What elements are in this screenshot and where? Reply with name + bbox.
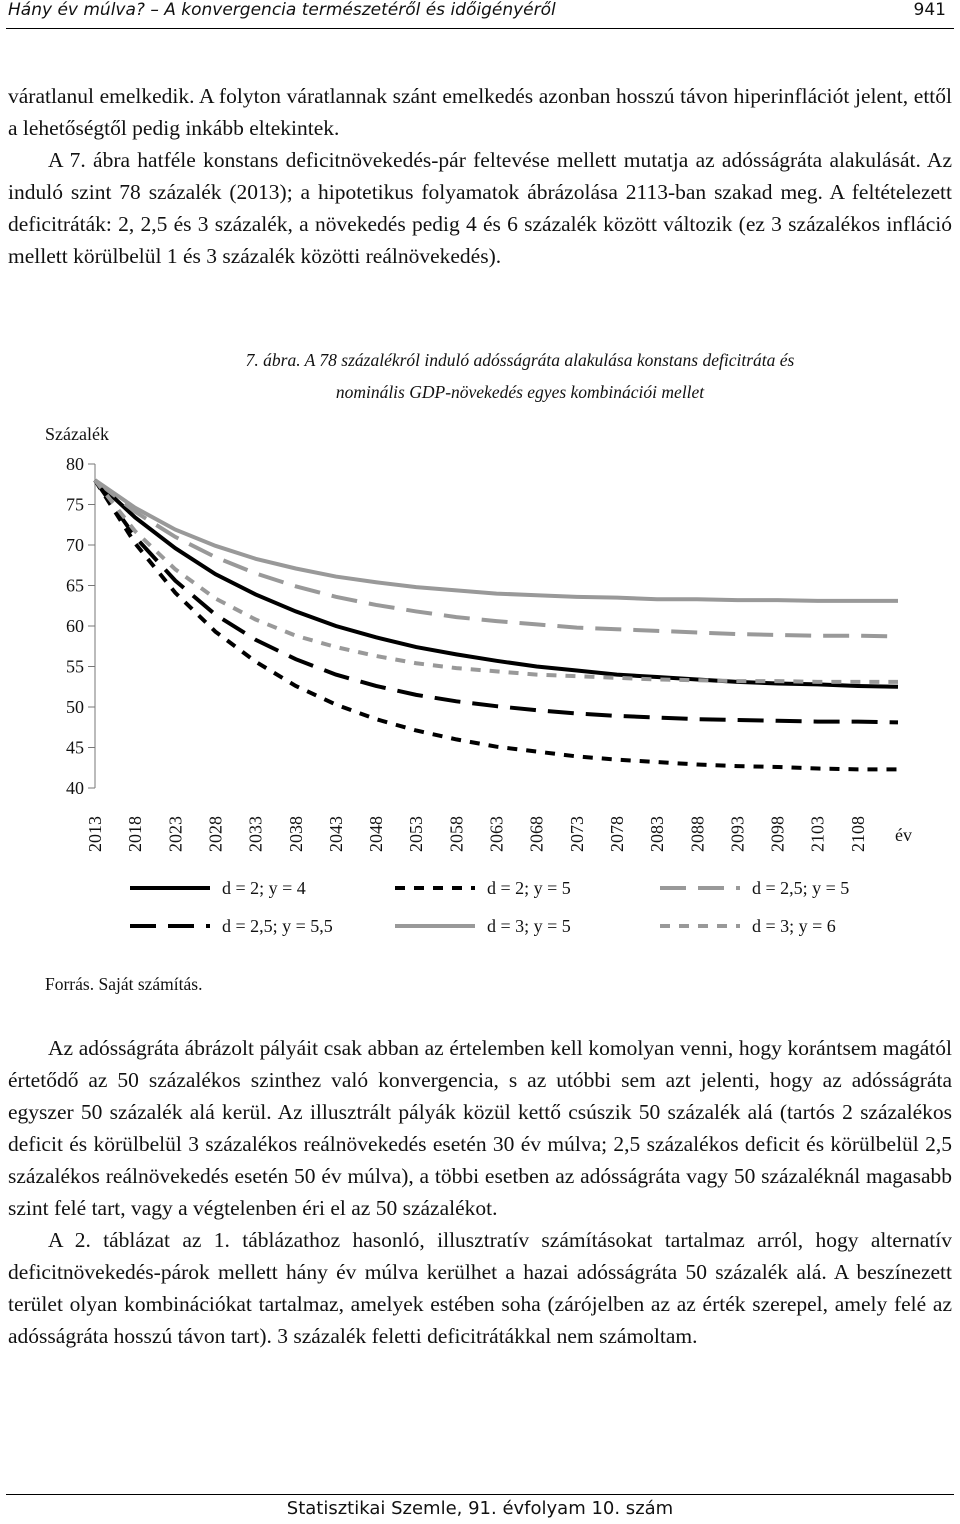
y-tick-label: 65 (66, 576, 84, 596)
x-tick-label: 2073 (567, 816, 587, 852)
body-text: váratlanul emelkedik. A folyton váratlan… (8, 80, 952, 272)
y-tick-label: 45 (66, 738, 84, 758)
y-tick-label: 55 (66, 657, 84, 677)
x-tick-label: 2033 (246, 816, 266, 852)
x-tick-label: 2093 (727, 816, 747, 852)
series-line (93, 478, 899, 689)
figure-caption: 7. ábra. A 78 százalékról induló adósság… (240, 344, 800, 408)
legend-label: d = 3; y = 6 (752, 916, 836, 936)
x-tick-label: 2028 (205, 816, 225, 852)
x-axis-label: év (895, 825, 912, 845)
x-tick-label: 2053 (406, 816, 426, 852)
y-tick-label: 50 (66, 697, 84, 717)
x-tick-label: 2098 (768, 816, 788, 852)
x-tick-label: 2083 (647, 816, 667, 852)
x-tick-label: 2058 (446, 816, 466, 852)
y-tick-label: 60 (66, 616, 84, 636)
paragraph: A 7. ábra hatféle konstans deficitnöveke… (8, 148, 952, 268)
x-tick-label: 2048 (366, 816, 386, 852)
x-tick-label: 2063 (487, 816, 507, 852)
y-tick-label: 80 (66, 454, 84, 474)
x-tick-label: 2088 (687, 816, 707, 852)
y-tick-label: 40 (66, 778, 84, 798)
y-tick-label: 75 (66, 495, 84, 515)
y-tick-label: 70 (66, 535, 84, 555)
header-rule (6, 28, 954, 29)
x-tick-label: 2078 (607, 816, 627, 852)
x-tick-label: 2038 (286, 816, 306, 852)
series-line (93, 479, 898, 772)
legend-label: d = 2; y = 5 (487, 878, 571, 898)
paragraph: Az adósságráta ábrázolt pályáit csak abb… (8, 1036, 952, 1220)
legend-label: d = 2; y = 4 (222, 878, 306, 898)
x-tick-label: 2023 (165, 816, 185, 852)
x-tick-label: 2103 (808, 816, 828, 852)
legend-label: d = 3; y = 5 (487, 916, 571, 936)
x-tick-label: 2108 (848, 816, 868, 852)
series-line (93, 478, 898, 684)
x-tick-label: 2013 (85, 816, 105, 852)
series-line (93, 478, 898, 603)
header-title: Hány év múlva? – A konvergencia természe… (8, 0, 556, 20)
paragraph: váratlanul emelkedik. A folyton váratlan… (8, 84, 952, 140)
footer-rule (6, 1494, 954, 1495)
chart: Százalék 40 45 50 55 60 65 70 75 80 2013 2018 2023 20… (45, 424, 912, 936)
footer: Statisztikai Szemle, 91. évfolyam 10. sz… (286, 1498, 674, 1519)
body-text: Az adósságráta ábrázolt pályáit csak abb… (8, 1032, 952, 1352)
legend-label: d = 2,5; y = 5,5 (222, 916, 333, 936)
page-number: 941 (913, 0, 946, 20)
series-line (93, 479, 899, 725)
paragraph: A 2. táblázat az 1. táblázathoz hasonló,… (8, 1228, 952, 1348)
x-tick-label: 2018 (125, 816, 145, 852)
y-axis-label: Százalék (45, 424, 109, 444)
figure-label: 7. ábra. (245, 350, 301, 370)
figure-title: A 78 százalékról induló adósságráta alak… (304, 350, 795, 402)
legend-label: d = 2,5; y = 5 (752, 878, 849, 898)
x-tick-label: 2043 (326, 816, 346, 852)
series-line (93, 478, 899, 639)
x-tick-label: 2068 (527, 816, 547, 852)
source: Forrás. Saját számítás. (45, 974, 203, 994)
